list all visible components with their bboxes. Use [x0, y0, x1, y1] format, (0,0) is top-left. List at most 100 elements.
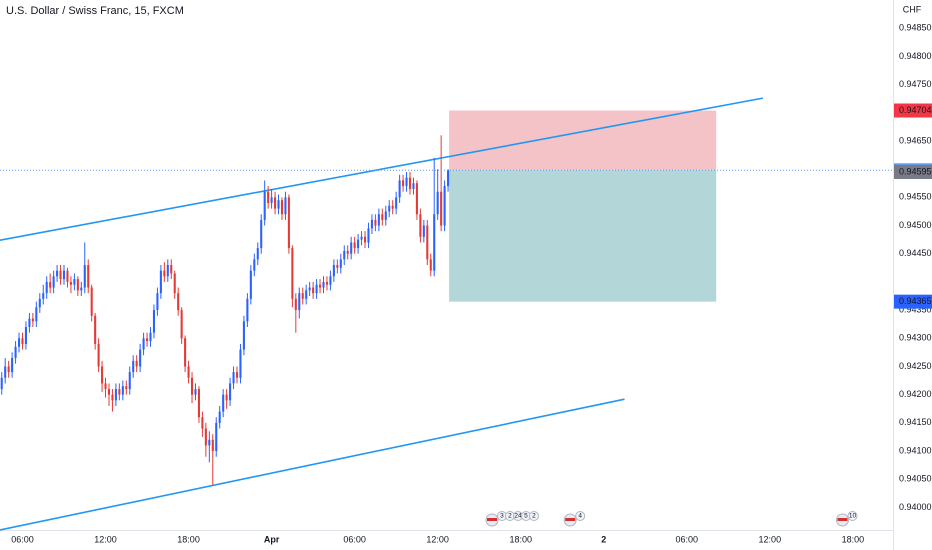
candle-body: [443, 186, 446, 226]
candle-body: [62, 270, 66, 280]
candle-body: [336, 265, 339, 268]
candle-body: [280, 200, 284, 215]
candle-body: [222, 394, 225, 412]
candle-body: [14, 346, 17, 359]
candle-body: [384, 211, 387, 220]
candle-body: [76, 279, 79, 291]
candle-body: [208, 439, 211, 446]
chart-title: U.S. Dollar / Swiss Franc, 15, FXCM: [6, 5, 184, 17]
y-tick-label: 0.94250: [899, 361, 932, 371]
x-tick-label: 06:00: [343, 534, 366, 544]
candle-body: [381, 214, 384, 220]
candle-body: [433, 214, 436, 271]
candle-body: [45, 281, 48, 294]
candle-body: [56, 270, 59, 277]
candle-body: [38, 298, 41, 308]
y-tick-label: 0.94450: [899, 248, 932, 258]
candle-body: [294, 298, 297, 311]
candle-body: [298, 293, 301, 311]
candle-body: [377, 214, 380, 226]
event-label: 2: [508, 513, 512, 520]
x-tick-label: 2: [601, 534, 606, 544]
candle-body: [215, 422, 218, 452]
candle-body: [447, 170, 450, 187]
candle-body: [97, 343, 100, 367]
candle-body: [146, 338, 149, 342]
candle-body: [35, 307, 38, 322]
candle-body: [201, 417, 204, 429]
price-label-box: [894, 103, 932, 118]
candle-body: [402, 180, 405, 187]
price-label-box: [894, 164, 932, 179]
candle-body: [391, 205, 394, 209]
candle-body: [73, 279, 76, 285]
candle-body: [4, 366, 7, 378]
candle-body: [329, 276, 332, 285]
y-tick-label: 0.94150: [899, 417, 932, 427]
candle-body: [21, 338, 24, 344]
candle-body: [11, 358, 14, 373]
x-tick-label: Apr: [264, 534, 280, 544]
candle-body: [59, 270, 62, 280]
candle-body: [52, 276, 55, 288]
candle-body: [332, 265, 335, 277]
x-tick-label: 06:00: [676, 534, 699, 544]
event-label: 24: [514, 513, 522, 520]
candle-body: [367, 228, 370, 243]
candle-body: [249, 270, 252, 299]
candle-body: [156, 293, 159, 311]
candle-body: [253, 259, 256, 271]
candle-body: [339, 259, 342, 268]
candle-body: [125, 386, 128, 390]
candle-body: [24, 327, 27, 344]
candle-body: [263, 191, 266, 220]
candle-body: [308, 287, 311, 291]
candle-body: [180, 310, 183, 339]
candle-body: [415, 183, 418, 215]
candle-body: [388, 205, 391, 212]
event-flag-stripe: [837, 518, 848, 521]
y-tick-label: 0.94200: [899, 389, 932, 399]
price-label: 0.94595: [899, 166, 932, 176]
candle-body: [42, 293, 45, 299]
candle-body: [232, 372, 235, 384]
candle-body: [194, 389, 197, 395]
candle-body: [357, 239, 360, 249]
candle-body: [429, 259, 432, 271]
event-label: 5: [524, 513, 528, 520]
price-label-box: [894, 294, 932, 309]
candle-body: [132, 360, 135, 373]
candle-body: [256, 248, 259, 260]
candle-body: [187, 366, 190, 378]
candle-body: [412, 183, 415, 189]
candle-body: [128, 372, 131, 390]
x-tick-label: 12:00: [426, 534, 449, 544]
candle-body: [260, 219, 263, 249]
candle-body: [170, 265, 173, 274]
candle-body: [152, 310, 156, 333]
candle-body: [177, 293, 180, 311]
event-label: 10: [849, 513, 857, 520]
candle-body: [229, 383, 232, 401]
candle-body: [204, 428, 207, 446]
candle-body: [408, 177, 412, 189]
candle-body: [184, 338, 187, 367]
y-tick-label: 0.94300: [899, 333, 932, 343]
candle-body: [246, 298, 249, 322]
target-zone: [449, 110, 717, 171]
candle-body: [149, 332, 152, 342]
candle-body: [211, 439, 214, 452]
y-tick-label: 0.94000: [899, 502, 932, 512]
currency: CHF: [903, 4, 922, 14]
y-tick-label: 0.94650: [899, 135, 932, 145]
candle-body: [66, 270, 69, 282]
candle-body: [291, 248, 294, 299]
candle-body: [31, 318, 34, 322]
candle-body: [360, 236, 363, 240]
candle-body: [7, 366, 10, 373]
candle-body: [135, 360, 138, 367]
trend-line: [0, 398, 625, 531]
candle-body: [322, 281, 325, 288]
candle-body: [80, 287, 83, 291]
candle-body: [49, 281, 52, 288]
